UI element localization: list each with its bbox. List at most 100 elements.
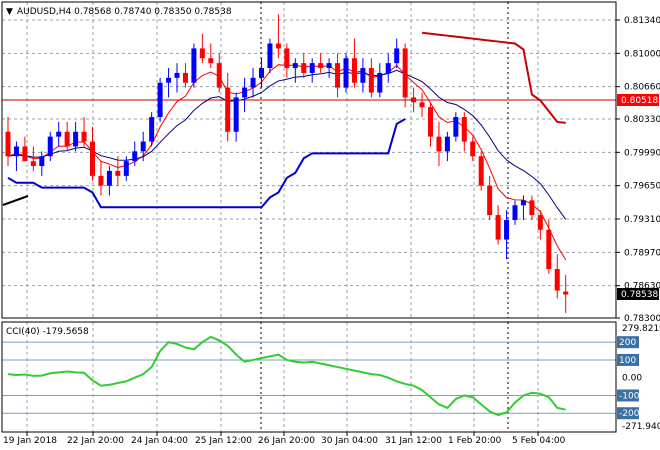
time-tick-label: 26 Jan 20:00 xyxy=(258,436,315,446)
cci-tick-label: 200 xyxy=(619,338,636,348)
symbol-info-label: AUDUSD,H4 0.78568 0.78740 0.78350 0.7853… xyxy=(17,7,232,17)
triangle-down-icon[interactable]: ▼ xyxy=(6,7,13,17)
candle-body xyxy=(495,215,501,240)
trend-line xyxy=(2,195,29,206)
cci-level-tag xyxy=(617,336,639,349)
candle-body xyxy=(275,43,281,49)
cci-level-tag xyxy=(617,353,639,366)
cci-tick-label: -271.9403 xyxy=(622,422,660,432)
candle-body xyxy=(326,63,332,69)
price-tick-label: 0.78300 xyxy=(624,314,660,324)
price-tick-label: 0.79990 xyxy=(624,148,660,158)
candle-body xyxy=(309,63,315,73)
candle-body xyxy=(242,87,248,98)
candle-body xyxy=(428,107,433,137)
slow-moving-average xyxy=(7,69,567,220)
main-chart-frame xyxy=(1,1,617,319)
candle-body xyxy=(284,48,290,69)
candle-body xyxy=(90,141,95,176)
candle-body xyxy=(419,102,425,108)
time-tick-label: 19 Jan 2018 xyxy=(3,436,57,446)
cci-level-tag xyxy=(617,389,639,402)
candle-body xyxy=(360,68,366,83)
candle-body xyxy=(22,146,28,162)
candle-body xyxy=(301,63,307,73)
candle-body xyxy=(30,161,36,167)
cci-line xyxy=(7,335,566,417)
candle-body xyxy=(537,215,543,230)
candle-body xyxy=(318,63,324,69)
candle-body xyxy=(546,229,552,269)
candle-body xyxy=(98,175,104,186)
candle-body xyxy=(335,63,341,88)
candle-body xyxy=(436,136,442,152)
price-axis[interactable]: 0.81340 0.81000 0.80660 0.80330 0.79990 0.796… xyxy=(616,16,660,324)
candle-body xyxy=(411,97,417,103)
cci-tick-label: -100 xyxy=(619,391,640,401)
candle-body xyxy=(64,131,70,147)
time-tick-label: 1 Feb 20:00 xyxy=(448,436,502,446)
candle-body xyxy=(402,48,408,98)
time-tick-label: 31 Jan 12:00 xyxy=(385,436,442,446)
candle-body xyxy=(132,151,138,162)
price-tick-label: 0.80660 xyxy=(624,83,660,93)
candle-body xyxy=(267,43,273,69)
candle-body xyxy=(47,136,53,157)
candle-body xyxy=(199,48,205,59)
candle-body xyxy=(216,63,222,88)
time-axis[interactable]: 19 Jan 2018 22 Jan 20:00 24 Jan 04:00 25 Ja… xyxy=(3,432,566,446)
candle-body xyxy=(182,72,188,83)
candle-body xyxy=(487,185,493,216)
candle-body xyxy=(81,131,87,142)
candle-body xyxy=(157,82,163,118)
time-tick-label: 24 Jan 04:00 xyxy=(131,436,188,446)
candle-body xyxy=(5,131,11,157)
price-tick-label: 0.80330 xyxy=(624,115,660,125)
candle-body xyxy=(208,58,214,64)
lower-envelope-line xyxy=(7,118,406,209)
candlesticks xyxy=(5,14,569,314)
cci-tick-label: 279.8219 xyxy=(622,324,660,334)
candle-body xyxy=(368,68,374,93)
cci-panel xyxy=(2,335,616,417)
candle-body xyxy=(73,131,79,147)
level-price-label: 0.80518 xyxy=(621,96,658,106)
candle-body xyxy=(115,170,121,176)
candle-body xyxy=(292,63,298,69)
time-tick-label: 25 Jan 12:00 xyxy=(195,436,252,446)
cci-level-tag xyxy=(617,407,639,420)
candle-body xyxy=(461,117,467,142)
candle-body xyxy=(563,291,569,295)
candle-body xyxy=(470,141,476,157)
candle-body xyxy=(250,77,256,88)
candle-body xyxy=(453,117,459,137)
cci-panel-frame xyxy=(1,321,617,433)
price-tick-label: 0.79650 xyxy=(624,182,660,192)
candle-body xyxy=(351,58,357,83)
candle-body xyxy=(529,200,535,216)
candle-body xyxy=(140,141,146,152)
price-tick-label: 0.78630 xyxy=(624,282,660,292)
candle-body xyxy=(259,68,264,78)
time-tick-label: 5 Feb 04:00 xyxy=(512,436,566,446)
candle-body xyxy=(106,170,112,186)
current-price-label: 0.78538 xyxy=(621,290,658,300)
candle-body xyxy=(377,72,383,93)
time-tick-label: 30 Jan 04:00 xyxy=(321,436,378,446)
candle-body xyxy=(123,161,129,176)
cci-tick-label: 0.00 xyxy=(622,374,642,384)
candle-body xyxy=(385,63,391,73)
price-tick-label: 0.79310 xyxy=(624,215,660,225)
candle-body xyxy=(191,48,197,83)
candle-body xyxy=(478,156,484,186)
candle-body xyxy=(512,205,518,220)
level-price-tag xyxy=(617,94,659,106)
candle-body xyxy=(233,97,239,132)
current-price-tag xyxy=(617,288,659,300)
candle-body xyxy=(149,117,155,142)
candle-body xyxy=(56,131,62,137)
candle-body xyxy=(166,77,172,83)
cci-axis[interactable]: 279.8219 200 100 0.00 -100 -200 -271.9403 xyxy=(617,324,660,432)
cci-label: CCI(40) -179.5658 xyxy=(6,327,89,337)
